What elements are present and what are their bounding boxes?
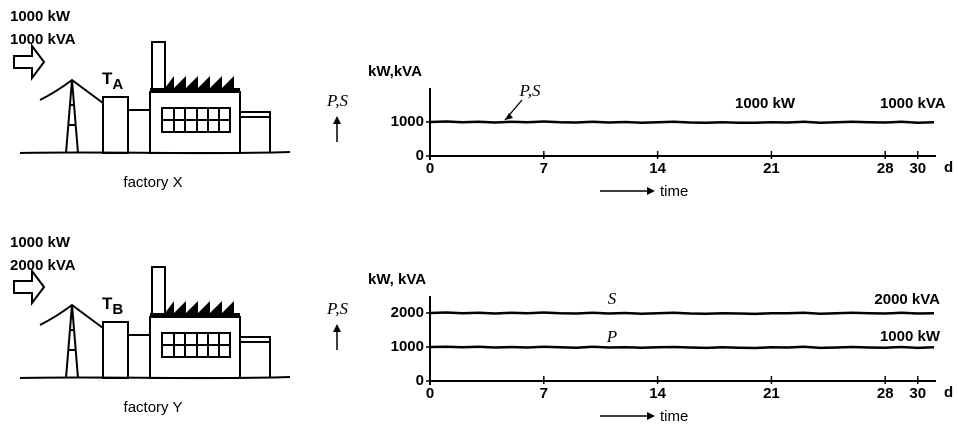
x-tick-label: 28 (877, 385, 894, 402)
input-label: 1000 kVA (10, 31, 76, 48)
x-tick-label: 28 (877, 160, 894, 177)
x-tick-label: 14 (649, 160, 666, 177)
x-tick-label: 14 (649, 385, 666, 402)
series-label: S (608, 289, 617, 308)
input-label: 1000 kW (10, 234, 71, 251)
x-tick-label: 21 (763, 385, 780, 402)
x-tick-label: 30 (909, 385, 926, 402)
x-axis-label: time (660, 408, 688, 425)
arrow-head (647, 412, 655, 420)
y-axis-label: kW,kVA (368, 63, 422, 80)
x-tick-label: 21 (763, 160, 780, 177)
y-tick-label: 0 (416, 372, 424, 389)
input-label: 2000 kVA (10, 257, 76, 274)
y-tick-label: 1000 (391, 113, 424, 130)
x-tick-label: 30 (909, 160, 926, 177)
x-axis-unit: d (944, 159, 953, 176)
factory-caption: factory X (123, 174, 182, 191)
transformer-symbol: T (102, 69, 113, 88)
data-line (429, 120, 935, 125)
x-tick-label: 0 (426, 385, 434, 402)
y-tick-label: 0 (416, 147, 424, 164)
annotation: 1000 kW (880, 328, 941, 345)
annotation: 2000 kVA (874, 291, 940, 308)
factory-caption: factory Y (124, 399, 183, 416)
x-tick-label: 7 (540, 160, 548, 177)
y-tick-label: 1000 (391, 338, 424, 355)
series-label: P (606, 327, 617, 346)
y-axis-symbol: P,S (326, 299, 348, 318)
y-axis-symbol: P,S (326, 91, 348, 110)
factory-drawing (13, 41, 291, 155)
x-tick-label: 7 (540, 385, 548, 402)
x-axis-label: time (660, 183, 688, 200)
data-line (429, 345, 935, 350)
x-axis-unit: d (944, 384, 953, 401)
transformer-label: TA (102, 69, 123, 92)
annotation: 1000 kVA (880, 95, 946, 112)
transformer-subscript: B (112, 301, 123, 318)
factory-drawing (13, 266, 291, 380)
pointer-head (505, 113, 513, 120)
arrow-head (647, 187, 655, 195)
transformer-label: TB (102, 294, 123, 317)
arrow-head (333, 116, 341, 124)
y-tick-label: 2000 (391, 304, 424, 321)
transformer-symbol: T (102, 294, 113, 313)
transformer-subscript: A (112, 76, 123, 93)
input-label: 1000 kW (10, 8, 71, 25)
arrow-head (333, 324, 341, 332)
annotation: 1000 kW (735, 95, 796, 112)
y-axis-label: kW, kVA (368, 271, 426, 288)
data-line (429, 311, 935, 316)
series-label: P,S (519, 81, 541, 100)
x-tick-label: 0 (426, 160, 434, 177)
